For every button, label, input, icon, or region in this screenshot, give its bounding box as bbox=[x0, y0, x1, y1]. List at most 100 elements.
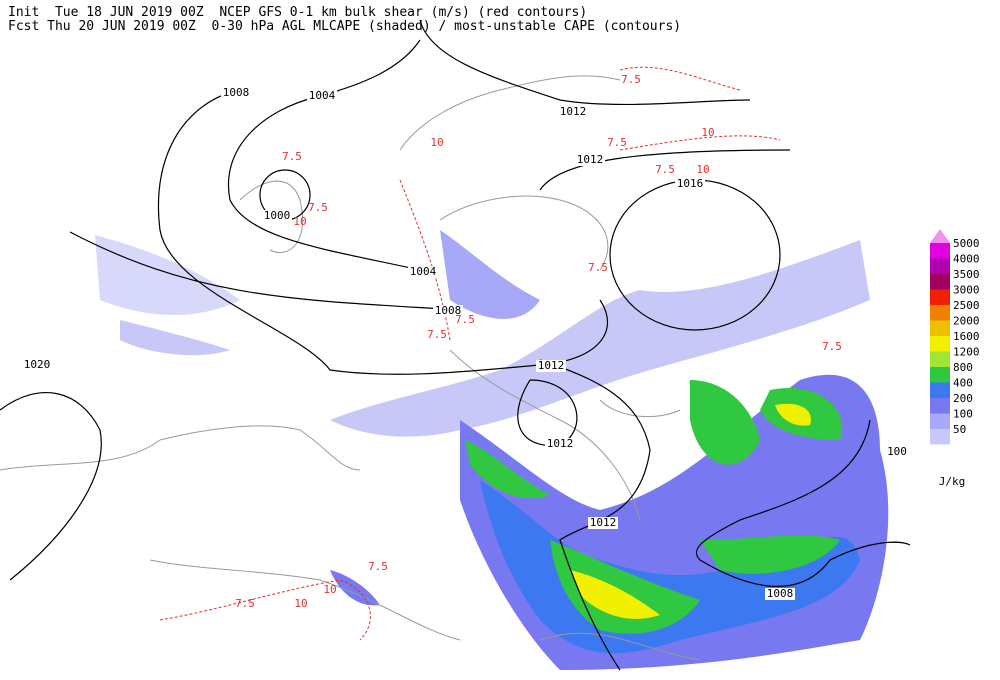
isobar bbox=[419, 19, 751, 106]
isobar-label-bg bbox=[408, 266, 438, 278]
isobar bbox=[69, 231, 461, 311]
isobar-label-bg bbox=[558, 106, 588, 118]
colorbar-swatch bbox=[930, 289, 950, 305]
isobar-label: 1000 bbox=[264, 209, 291, 222]
colorbar-label: 100 bbox=[953, 408, 973, 421]
shear-label: 10 bbox=[696, 163, 709, 176]
isobar-label: 1012 bbox=[560, 105, 587, 118]
isobar-label-bg bbox=[575, 154, 605, 166]
colorbar-swatch bbox=[930, 320, 950, 336]
colorbar-label: 1600 bbox=[953, 330, 980, 343]
cape-shading bbox=[465, 440, 550, 499]
shear-label: 7.5 bbox=[308, 201, 328, 214]
isobar-label: 1008 bbox=[223, 86, 250, 99]
isobar bbox=[539, 149, 791, 191]
shear-label: 10 bbox=[701, 126, 714, 139]
shear-label: 7.5 bbox=[455, 313, 475, 326]
shear-label: 7.5 bbox=[427, 328, 447, 341]
colorbar-swatch bbox=[930, 274, 950, 290]
isobar bbox=[158, 89, 609, 375]
shear-label: 7.5 bbox=[607, 136, 627, 149]
colorbar-label: 5000 bbox=[953, 237, 980, 250]
colorbar-swatch bbox=[930, 243, 950, 259]
colorbar-label: 3000 bbox=[953, 284, 980, 297]
colorbar-swatch bbox=[930, 367, 950, 383]
colorbar-label: 1200 bbox=[953, 346, 980, 359]
isobar-label-bg bbox=[22, 359, 52, 371]
cape-shading bbox=[120, 320, 230, 356]
colorbar-swatch bbox=[930, 305, 950, 321]
isobar-label: 1004 bbox=[309, 89, 336, 102]
isobar-label-bg bbox=[433, 305, 463, 317]
shear-contour bbox=[159, 66, 781, 641]
shear-label: 7.5 bbox=[655, 163, 675, 176]
header-line: Init Tue 18 JUN 2019 00Z NCEP GFS 0-1 km… bbox=[8, 5, 587, 20]
shear-label: 10 bbox=[293, 215, 306, 228]
coastline bbox=[239, 180, 304, 253]
colorbar-label: 2500 bbox=[953, 299, 980, 312]
cape-shading bbox=[690, 380, 760, 465]
cape-shading bbox=[480, 480, 860, 654]
coastline bbox=[149, 559, 461, 641]
cape-shading bbox=[570, 570, 660, 619]
cape-shading bbox=[440, 230, 540, 319]
isobar-label: 1012 bbox=[590, 516, 617, 529]
isobar-label-bg bbox=[536, 360, 566, 372]
coastline bbox=[539, 399, 701, 661]
isobar bbox=[695, 419, 871, 561]
isobar-label-bg bbox=[765, 588, 795, 600]
colorbar-swatch bbox=[930, 336, 950, 352]
cape-shading bbox=[330, 240, 870, 437]
shear-label: 10 bbox=[294, 597, 307, 610]
shear-label: 7.5 bbox=[588, 261, 608, 274]
colorbar-swatch bbox=[930, 413, 950, 429]
colorbar-swatch bbox=[930, 258, 950, 274]
isobar bbox=[699, 541, 911, 587]
shear-contour bbox=[159, 66, 781, 641]
isobar bbox=[539, 359, 651, 671]
isobar-label-bg bbox=[221, 87, 251, 99]
shear-label: 7.5 bbox=[368, 560, 388, 573]
isobar-label: 1012 bbox=[577, 153, 604, 166]
isobar bbox=[228, 39, 421, 271]
isobar bbox=[0, 392, 102, 581]
coastline bbox=[449, 349, 641, 521]
isobar-label: 1008 bbox=[435, 304, 462, 317]
isobar-label: 1004 bbox=[410, 265, 437, 278]
colorbar-label: 50 bbox=[953, 423, 966, 436]
isobar-label: 100 bbox=[887, 445, 907, 458]
shear-label: 7.5 bbox=[282, 150, 302, 163]
isobar-label: 1016 bbox=[677, 177, 704, 190]
isobar-label-bg bbox=[588, 517, 618, 529]
isobar-label-bg bbox=[307, 90, 337, 102]
colorbar-label: 200 bbox=[953, 392, 973, 405]
isobar-label-bg bbox=[882, 446, 912, 458]
coastline bbox=[0, 425, 361, 471]
shear-label: 7.5 bbox=[235, 597, 255, 610]
coastline bbox=[0, 75, 701, 661]
isobar-label: 1012 bbox=[547, 437, 574, 450]
colorbar-swatch bbox=[930, 429, 950, 445]
cape-shading bbox=[95, 230, 889, 670]
colorbar-arrow bbox=[930, 229, 950, 243]
shear-label: 7.5 bbox=[621, 73, 641, 86]
isobar-label-bg bbox=[545, 438, 575, 450]
colorbar-label: 3500 bbox=[953, 268, 980, 281]
header-line: Fcst Thu 20 JUN 2019 00Z 0-30 hPa AGL ML… bbox=[8, 19, 681, 34]
isobar-label: 1012 bbox=[538, 359, 565, 372]
colorbar-unit: J/kg bbox=[939, 475, 966, 488]
isobar-label-bg bbox=[675, 178, 705, 190]
colorbar-swatch bbox=[930, 382, 950, 398]
colorbar-label: 800 bbox=[953, 361, 973, 374]
cape-shading bbox=[95, 235, 240, 315]
coastline bbox=[439, 195, 609, 271]
colorbar-label: 400 bbox=[953, 377, 973, 390]
isobar-label-bg bbox=[262, 210, 292, 222]
isobar-label: 1020 bbox=[24, 358, 51, 371]
colorbar: 5000 4000 3500 3000 2500 2000 1600 1200 800 400 20… bbox=[930, 229, 980, 488]
coastline bbox=[399, 75, 621, 151]
colorbar-swatch bbox=[930, 398, 950, 414]
cape-shading bbox=[700, 535, 840, 574]
isobar-label: 1008 bbox=[767, 587, 794, 600]
